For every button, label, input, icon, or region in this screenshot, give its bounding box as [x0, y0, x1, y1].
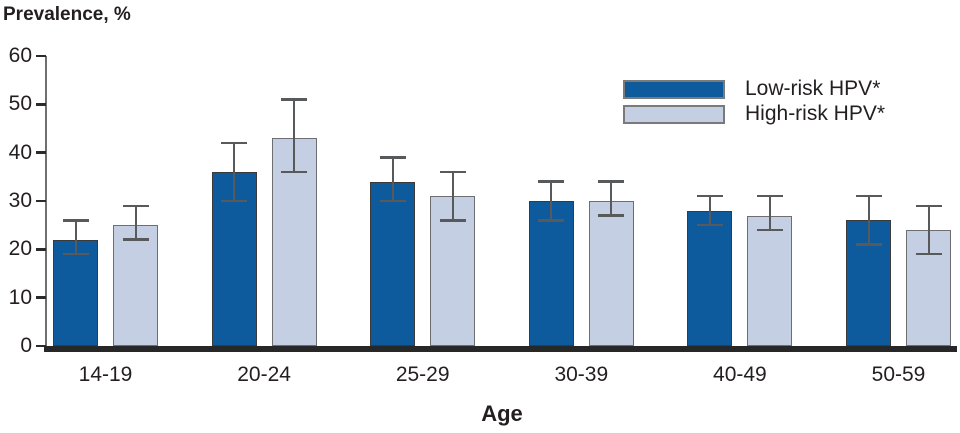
- bar-low-risk-25-29: [370, 181, 416, 346]
- error-bar-cap-top: [538, 180, 565, 183]
- y-tick-mark: [36, 54, 46, 58]
- error-bar-whisker: [391, 157, 394, 201]
- y-tick-mark: [36, 344, 46, 348]
- error-bar-cap-top: [281, 98, 308, 101]
- y-tick-mark: [36, 199, 46, 203]
- error-bar-cap-top: [598, 180, 625, 183]
- error-bar-cap-top: [122, 204, 149, 208]
- error-bar-cap-bottom: [62, 252, 89, 256]
- y-tick-mark: [36, 103, 46, 106]
- legend-label-low-risk: Low-risk HPV*: [745, 77, 881, 100]
- y-axis-title: Prevalence, %: [3, 4, 131, 25]
- error-bar-cap-top: [221, 141, 248, 145]
- error-bar-cap-top: [756, 194, 783, 198]
- error-bar-cap-top: [855, 194, 882, 198]
- error-bar-cap-bottom: [122, 238, 149, 241]
- bar-low-risk-30-39: [528, 201, 574, 346]
- x-category-label: 40-49: [713, 363, 767, 386]
- bar-low-risk-40-49: [687, 210, 733, 346]
- error-bar-whisker: [134, 205, 137, 240]
- x-category-label: 25-29: [395, 363, 450, 386]
- error-bar-whisker: [610, 181, 613, 216]
- error-bar-whisker: [708, 196, 711, 226]
- bar-low-risk-50-59: [846, 220, 891, 346]
- error-bar-cap-top: [915, 204, 942, 208]
- error-bar-whisker: [927, 205, 930, 255]
- legend-item-low-risk: Low-risk HPV*: [623, 78, 885, 100]
- error-bar-cap-bottom: [379, 199, 406, 203]
- x-category-label: 20-24: [237, 363, 291, 386]
- y-tick-label: 30: [8, 189, 32, 212]
- legend-swatch-low-risk: [623, 79, 725, 99]
- y-tick-label: 50: [8, 92, 32, 116]
- legend-item-high-risk: High-risk HPV*: [623, 103, 885, 125]
- error-bar-cap-bottom: [696, 223, 723, 227]
- error-bar-cap-top: [379, 156, 406, 159]
- y-tick-label: 10: [8, 285, 32, 309]
- bar-low-risk-14-19: [53, 239, 98, 346]
- error-bar-cap-bottom: [598, 214, 625, 217]
- error-bar-cap-bottom: [221, 199, 248, 203]
- y-tick-mark: [36, 151, 46, 154]
- error-bar-cap-bottom: [281, 170, 308, 174]
- legend: Low-risk HPV* High-risk HPV*: [623, 78, 885, 125]
- error-bar-whisker: [550, 181, 553, 221]
- bar-high-risk-14-19: [113, 225, 158, 346]
- legend-label-high-risk: High-risk HPV*: [745, 102, 886, 125]
- x-category-label: 50-59: [871, 363, 926, 386]
- error-bar-whisker: [233, 143, 236, 201]
- error-bar-whisker: [293, 99, 296, 172]
- legend-swatch-high-risk: [623, 104, 725, 124]
- x-axis-baseline: [44, 346, 957, 352]
- error-bar-whisker: [768, 196, 771, 230]
- error-bar-whisker: [74, 220, 77, 255]
- x-category-label: 14-19: [78, 363, 133, 386]
- error-bar-cap-bottom: [915, 252, 942, 256]
- error-bar-cap-top: [62, 219, 89, 222]
- bar-high-risk-40-49: [747, 215, 793, 346]
- error-bar-whisker: [451, 172, 454, 221]
- x-axis-title: Age: [481, 401, 523, 426]
- error-bar-cap-bottom: [756, 228, 783, 232]
- y-tick-label: 20: [8, 237, 32, 261]
- y-tick-mark: [36, 296, 46, 299]
- error-bar-cap-top: [696, 194, 723, 198]
- y-axis-line: [45, 56, 47, 352]
- y-tick-label: 0: [20, 334, 32, 357]
- bar-high-risk-30-39: [588, 201, 634, 346]
- y-tick-label: 40: [8, 140, 32, 164]
- error-bar-cap-bottom: [439, 219, 466, 222]
- error-bar-cap-top: [439, 170, 466, 174]
- x-category-label: 30-39: [554, 363, 609, 386]
- y-tick-mark: [36, 248, 46, 251]
- y-tick-label: 60: [8, 44, 32, 67]
- error-bar-cap-bottom: [538, 219, 565, 222]
- error-bar-whisker: [867, 196, 870, 245]
- error-bar-cap-bottom: [855, 243, 882, 246]
